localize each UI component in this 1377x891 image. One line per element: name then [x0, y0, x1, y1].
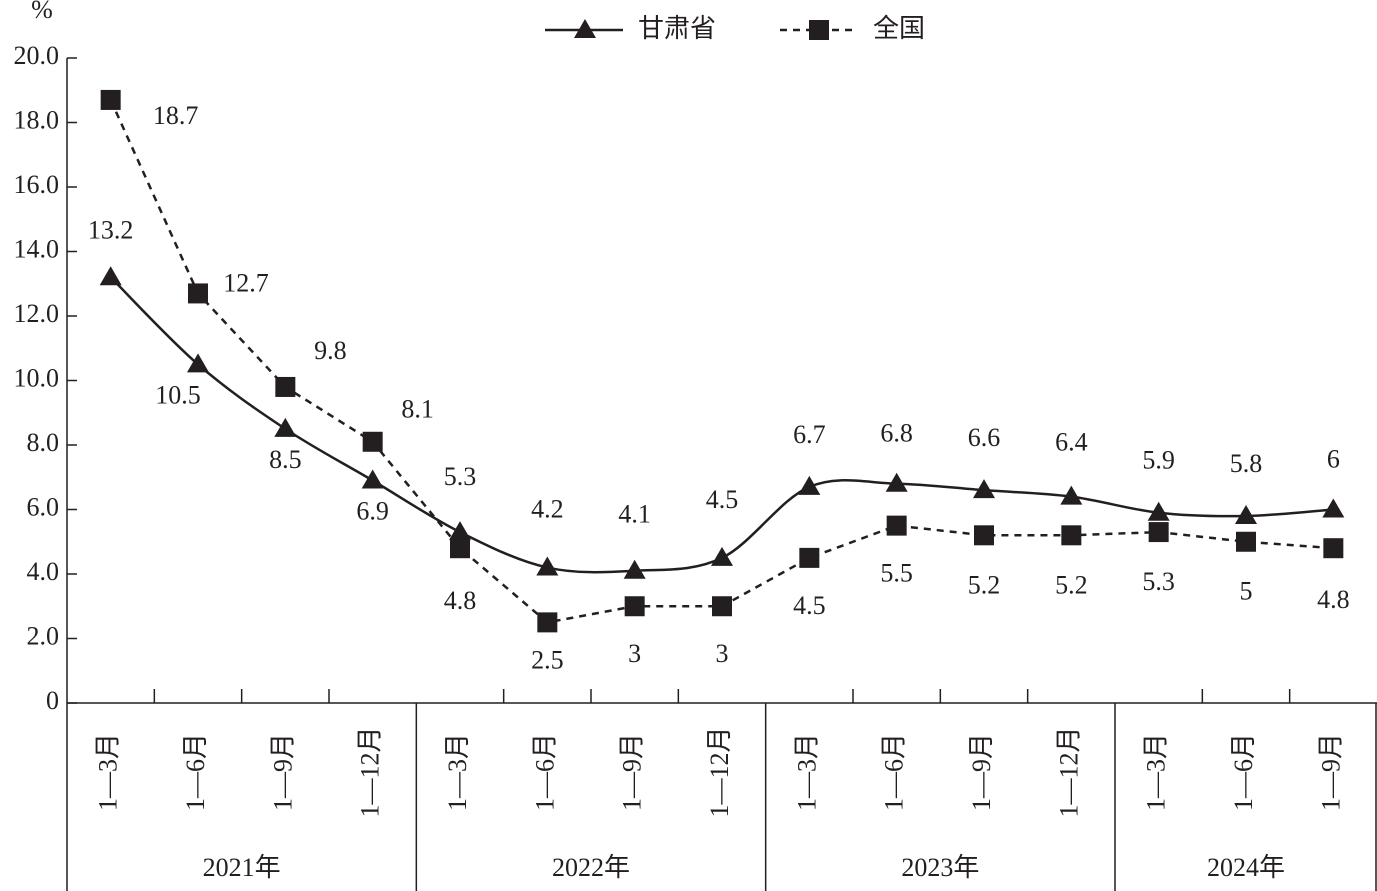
legend-marker [809, 20, 829, 40]
marker [361, 469, 384, 489]
data-label: 9.8 [314, 336, 347, 365]
marker [1322, 498, 1345, 518]
data-label: 5 [1240, 577, 1253, 606]
data-label: 13.2 [88, 215, 134, 244]
y-tick-label: 6.0 [27, 492, 60, 521]
marker [362, 431, 383, 452]
data-label: 5.5 [880, 559, 913, 588]
data-label: 6.8 [880, 419, 913, 448]
data-label: 4.8 [444, 586, 477, 615]
data-label: 18.7 [153, 101, 199, 130]
marker [1061, 525, 1082, 546]
data-label: 4.1 [618, 500, 651, 529]
data-label: 6 [1327, 444, 1340, 473]
marker [1236, 531, 1256, 552]
data-label: 3 [628, 639, 641, 668]
marker [799, 547, 820, 568]
marker [536, 556, 559, 576]
data-label: 6.6 [968, 423, 1001, 452]
marker [886, 515, 907, 536]
marker [450, 538, 470, 559]
marker [973, 479, 995, 499]
marker [798, 475, 821, 495]
data-label: 5.8 [1230, 449, 1263, 478]
marker [274, 417, 297, 437]
marker [449, 521, 471, 541]
legend-marker [574, 19, 596, 38]
data-label: 4.5 [706, 485, 739, 514]
y-axis-unit: % [31, 0, 53, 24]
x-tick-label: 1—12月 [705, 726, 734, 817]
x-tick-label: 1—9月 [967, 733, 996, 811]
marker [1323, 538, 1344, 559]
marker [100, 89, 121, 110]
x-tick-label: 1—6月 [530, 733, 559, 811]
data-label: 4.2 [531, 495, 564, 524]
marker [1235, 504, 1257, 524]
data-label: 8.1 [401, 395, 434, 424]
marker [624, 596, 645, 617]
data-label: 5.3 [444, 462, 477, 491]
x-tick-label: 1—9月 [1316, 733, 1345, 811]
x-tick-label: 1—3月 [94, 733, 123, 811]
y-tick-label: 14.0 [14, 234, 60, 263]
data-label: 10.5 [155, 380, 201, 409]
marker [712, 596, 732, 617]
data-label: 6.7 [793, 420, 826, 449]
data-label: 4.8 [1317, 585, 1350, 614]
marker [974, 525, 994, 546]
y-tick-label: 16.0 [14, 170, 60, 199]
x-tick-label: 1—9月 [618, 733, 647, 811]
data-label: 6.9 [356, 496, 389, 525]
y-tick-label: 0 [46, 686, 59, 715]
x-tick-label: 1—3月 [443, 733, 472, 811]
y-tick-label: 4.0 [27, 557, 60, 586]
x-tick-label: 1—12月 [356, 726, 385, 817]
data-label: 2.5 [531, 645, 564, 674]
marker [623, 559, 646, 579]
marker [99, 266, 122, 286]
data-label: 5.9 [1142, 446, 1175, 475]
x-tick-label: 1—12月 [1054, 726, 1083, 817]
marker [1147, 501, 1170, 521]
marker [1148, 522, 1169, 543]
y-tick-label: 10.0 [14, 363, 60, 392]
data-label: 5.3 [1142, 567, 1175, 596]
marker [711, 546, 733, 566]
group-label: 2021年 [203, 853, 281, 882]
y-tick-label: 18.0 [14, 105, 60, 134]
x-tick-label: 1—6月 [181, 733, 210, 811]
marker [885, 472, 908, 492]
x-tick-label: 1—6月 [1229, 733, 1258, 811]
data-label: 5.2 [968, 570, 1001, 599]
data-label: 5.2 [1055, 570, 1088, 599]
marker [275, 376, 296, 397]
group-label: 2023年 [901, 853, 979, 882]
y-tick-label: 2.0 [27, 621, 60, 650]
marker [187, 353, 209, 373]
data-label: 6.4 [1055, 428, 1088, 457]
series-line [109, 99, 1334, 624]
group-label: 2024年 [1207, 853, 1285, 882]
marker [1060, 485, 1083, 505]
x-tick-label: 1—9月 [268, 733, 297, 811]
legend-label: 全国 [873, 14, 925, 43]
y-tick-label: 12.0 [14, 299, 60, 328]
data-label: 4.5 [793, 591, 826, 620]
data-label: 8.5 [269, 445, 302, 474]
x-tick-label: 1—3月 [792, 733, 821, 811]
x-tick-label: 1—6月 [880, 733, 909, 811]
marker [537, 612, 558, 633]
group-label: 2022年 [552, 853, 630, 882]
marker [188, 283, 208, 304]
y-tick-label: 20.0 [14, 41, 60, 70]
legend-label: 甘肃省 [638, 14, 716, 43]
data-label: 12.7 [223, 268, 269, 297]
y-tick-label: 8.0 [27, 428, 60, 457]
data-label: 3 [716, 639, 729, 668]
x-tick-label: 1—3月 [1142, 733, 1171, 811]
